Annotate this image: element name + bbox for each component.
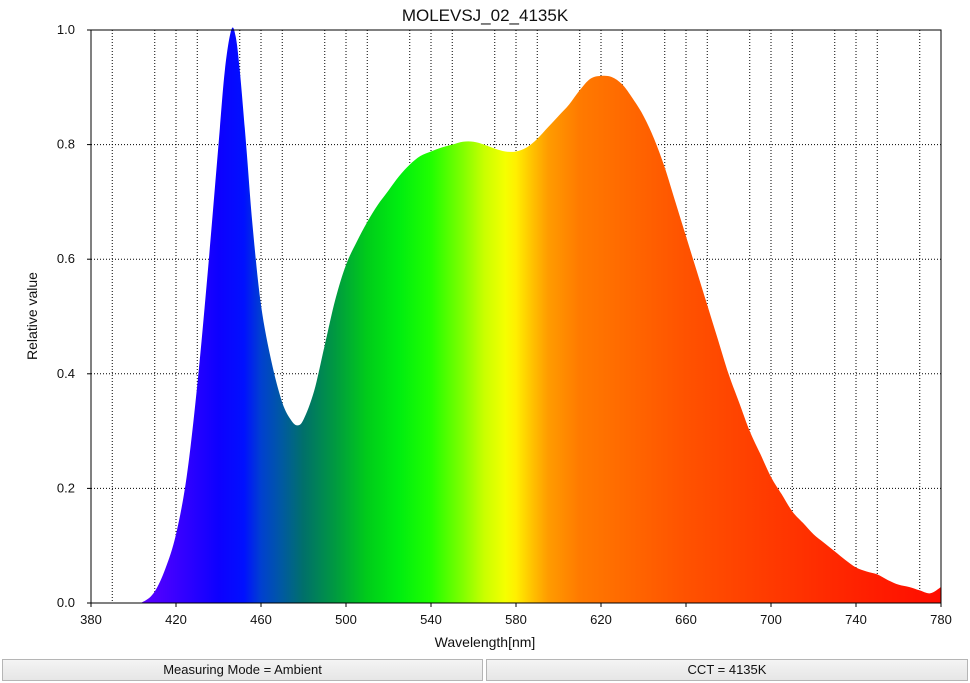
x-tick-label: 780: [930, 612, 952, 627]
x-tick-label: 660: [675, 612, 697, 627]
y-tick-label: 1.0: [57, 22, 75, 37]
y-tick-label: 0.8: [57, 137, 75, 152]
x-tick-label: 740: [845, 612, 867, 627]
spectrum-area: [91, 27, 941, 604]
x-tick-label: 380: [80, 612, 102, 627]
y-tick-label: 0.6: [57, 251, 75, 266]
x-axis-label: Wavelength[nm]: [435, 634, 536, 650]
chart-title: MOLEVSJ_02_4135K: [402, 6, 569, 25]
x-tick-label: 540: [420, 612, 442, 627]
x-tick-label: 620: [590, 612, 612, 627]
cct-field: CCT = 4135K: [486, 659, 968, 681]
y-tick-label: 0.4: [57, 366, 75, 381]
x-tick-label: 420: [165, 612, 187, 627]
x-tick-label: 700: [760, 612, 782, 627]
y-tick-label: 0.0: [57, 595, 75, 610]
x-tick-label: 460: [250, 612, 272, 627]
x-tick-label: 580: [505, 612, 527, 627]
chart: MOLEVSJ_02_4135K 380 420 460 500 540 580 620 66…: [24, 6, 952, 650]
axis-ticks: 380 420 460 500 540 580 620 660 700 740 780 0.0 0.2 0…: [57, 22, 952, 627]
y-tick-label: 0.2: [57, 480, 75, 495]
y-axis-label: Relative value: [24, 272, 40, 360]
x-tick-label: 500: [335, 612, 357, 627]
status-bar: Measuring Mode = Ambient CCT = 4135K: [0, 658, 970, 683]
measuring-mode-field: Measuring Mode = Ambient: [2, 659, 483, 681]
